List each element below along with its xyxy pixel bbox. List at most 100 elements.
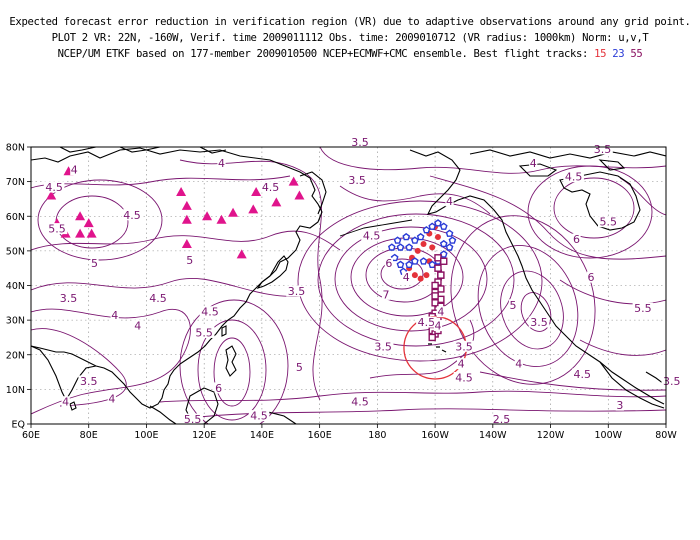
- contour-label: 4.5: [363, 230, 381, 243]
- contour-label-bg: [433, 320, 443, 332]
- contour-label: 4.5: [418, 316, 436, 329]
- contour-label-bg: [453, 371, 475, 383]
- contour-label: 4: [437, 306, 444, 319]
- contour-label-bg: [133, 320, 142, 332]
- contour-label: 3.5: [288, 285, 306, 298]
- contour-label-bg: [349, 396, 371, 408]
- hudson-bay-coastline: [559, 171, 641, 231]
- contour-ring: [380, 258, 424, 290]
- contour-label-bg: [384, 257, 394, 269]
- lat-tick-label: 40N: [6, 281, 25, 292]
- contour-label: 4: [403, 271, 410, 284]
- contour-label-bg: [528, 316, 550, 328]
- track-count-23: 23: [612, 48, 625, 60]
- contour-label-bg: [58, 292, 79, 304]
- contour-value-labels: 4.545.554.543.5 4.54.54.543.5455.53.54.56…: [43, 136, 683, 426]
- track-23-point: [439, 250, 448, 258]
- contour-label-bg: [295, 361, 304, 373]
- contour-label: 5: [186, 254, 193, 267]
- lon-tick-label: 100E: [134, 430, 158, 441]
- contour-label: 6: [385, 257, 392, 270]
- sumatra-coastline: [149, 405, 177, 424]
- contour-line: [579, 339, 666, 356]
- contour-ring: [500, 270, 564, 350]
- contour-label: 4.5: [574, 368, 592, 381]
- contour-line: [319, 147, 666, 174]
- track-15-point: [434, 234, 441, 241]
- contour-label-bg: [214, 382, 223, 394]
- triangle-marker: [181, 200, 192, 210]
- contour-line: [479, 371, 666, 391]
- lat-tick-label: 20N: [6, 350, 25, 361]
- contour-label-bg: [445, 195, 454, 207]
- contour-label: 4: [108, 392, 115, 405]
- track-23-point: [390, 253, 399, 262]
- plot-title-line-3: NCEP/UM ETKF based on 177-member 2009010…: [0, 48, 700, 60]
- contour-label: 4: [111, 309, 118, 322]
- lon-tick-label: 140W: [479, 430, 507, 441]
- contour-label-bg: [615, 399, 624, 411]
- aleutian-islands: [339, 219, 413, 237]
- contour-label: 5.5: [195, 326, 213, 339]
- contour-label: 4.5: [351, 396, 369, 409]
- track-15-point: [411, 272, 418, 279]
- contour-label: 5: [510, 299, 517, 312]
- lon-tick-label: 140E: [250, 430, 274, 441]
- contour-label-bg: [43, 181, 65, 193]
- contour-label: 4.5: [250, 410, 268, 423]
- plot-title-line-1: Expected forecast error reduction in ver…: [9, 16, 691, 28]
- track-15-point: [414, 247, 421, 254]
- kamchatka-coastline: [299, 171, 327, 215]
- triangle-marker: [288, 176, 299, 186]
- contour-ring: [334, 226, 488, 332]
- lon-tick-label: 100W: [595, 430, 623, 441]
- lon-tick-label: 160E: [308, 430, 332, 441]
- track-55-point: [434, 264, 442, 272]
- contour-label-bg: [381, 288, 391, 300]
- contour-label-bg: [147, 292, 169, 304]
- contour-label: 4.5: [45, 181, 63, 194]
- contour-label: 4.5: [149, 292, 167, 305]
- contour-label: 5.5: [48, 223, 66, 236]
- track-23-point: [434, 219, 442, 227]
- lon-tick-label: 60E: [22, 430, 40, 441]
- contour-label-bg: [217, 157, 226, 169]
- contour-label: 4: [218, 157, 225, 170]
- contour-label-bg: [586, 271, 596, 283]
- contour-line: [179, 159, 323, 401]
- contour-label-bg: [597, 216, 619, 228]
- triangle-marker: [83, 218, 94, 228]
- asia-coastline: [31, 147, 323, 409]
- track-23-point: [410, 257, 419, 265]
- contour-label: 5: [91, 257, 98, 270]
- track-23-point: [402, 232, 411, 241]
- contour-line: [31, 328, 127, 407]
- lon-tick-label: 80W: [655, 430, 677, 441]
- contour-label-bg: [661, 375, 683, 387]
- contour-label: 4: [515, 358, 522, 371]
- track-15-point: [420, 240, 427, 247]
- contour-ring: [553, 177, 635, 239]
- triangle-marker: [248, 204, 259, 214]
- lat-tick-label: 10N: [6, 385, 25, 396]
- triangle-marker: [176, 187, 187, 197]
- contour-label-bg: [529, 157, 538, 169]
- contour-label: 7: [383, 288, 390, 301]
- contour-label-bg: [572, 233, 581, 245]
- contour-line: [429, 175, 666, 260]
- contour-label-bg: [361, 230, 382, 242]
- contour-label-bg: [193, 326, 215, 338]
- contour-label-bg: [456, 358, 466, 370]
- track-55-point: [440, 257, 448, 265]
- contour-label: 4.5: [565, 171, 583, 184]
- lat-tick-label: EQ: [12, 420, 25, 431]
- contour-label-bg: [107, 392, 116, 404]
- contour-ring: [477, 245, 579, 367]
- lat-tick-label: 30N: [6, 316, 25, 327]
- triangle-marker: [294, 190, 305, 200]
- triangle-marker: [202, 211, 213, 221]
- contour-label-bg: [61, 396, 70, 408]
- triangle-marker: [251, 187, 262, 197]
- axis-tick-labels: 60E 80E 100E 120E 140E 160E 180 160W 140W 120W 100…: [6, 143, 678, 442]
- lon-tick-label: 120W: [537, 430, 565, 441]
